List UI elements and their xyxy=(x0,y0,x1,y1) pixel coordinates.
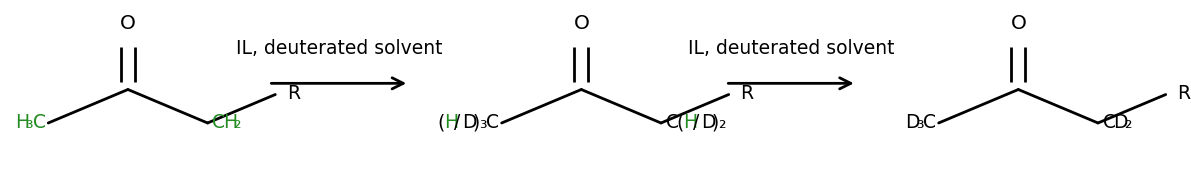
Text: O: O xyxy=(573,14,590,33)
Text: /: / xyxy=(454,113,461,132)
Text: C: C xyxy=(923,113,936,132)
Text: C: C xyxy=(33,113,46,132)
Text: /: / xyxy=(693,113,699,132)
Text: R: R xyxy=(1178,84,1191,103)
Text: H: H xyxy=(682,113,697,132)
Text: C: C xyxy=(666,113,679,132)
Text: (: ( xyxy=(676,113,684,132)
Text: C: C xyxy=(486,113,499,132)
Text: D: D xyxy=(462,113,476,132)
Text: D: D xyxy=(1114,113,1128,132)
Text: R: R xyxy=(287,84,300,103)
Text: IL, deuterated solvent: IL, deuterated solvent xyxy=(687,39,894,58)
Text: (: ( xyxy=(437,113,444,132)
Text: ₃: ₃ xyxy=(25,113,33,132)
Text: C: C xyxy=(1103,113,1116,132)
Text: H: H xyxy=(14,113,29,132)
Text: H: H xyxy=(223,113,237,132)
Text: R: R xyxy=(741,84,754,103)
Text: O: O xyxy=(1010,14,1027,33)
Text: ₂: ₂ xyxy=(1124,113,1131,132)
Text: D: D xyxy=(700,113,716,132)
Text: O: O xyxy=(120,14,136,33)
Text: ₂: ₂ xyxy=(718,113,725,132)
Text: ₂: ₂ xyxy=(233,113,241,132)
Text: ₃: ₃ xyxy=(916,113,923,132)
Text: ): ) xyxy=(711,113,718,132)
Text: D: D xyxy=(905,113,919,132)
Text: ): ) xyxy=(473,113,480,132)
Text: H: H xyxy=(444,113,457,132)
Text: C: C xyxy=(212,113,225,132)
Text: IL, deuterated solvent: IL, deuterated solvent xyxy=(236,39,442,58)
Text: ₃: ₃ xyxy=(479,113,486,132)
